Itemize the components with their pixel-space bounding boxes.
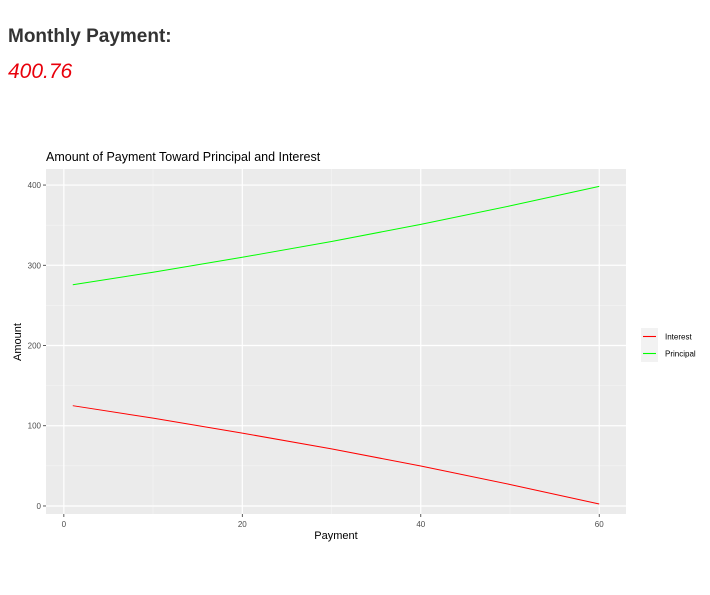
y-tick-label: 200 <box>28 342 42 351</box>
legend-label-interest: Interest <box>665 333 692 342</box>
legend: Interest Principal <box>641 328 696 362</box>
y-tick-label: 400 <box>28 181 42 190</box>
grid-major <box>46 169 626 514</box>
plot-panel <box>46 169 626 514</box>
y-tick-label: 300 <box>28 261 42 270</box>
y-axis: 0 100 200 300 400 <box>28 181 46 511</box>
x-tick-label: 0 <box>62 520 67 529</box>
y-tick-label: 0 <box>37 502 42 511</box>
x-tick-label: 40 <box>416 520 425 529</box>
monthly-payment-label: Monthly Payment: <box>8 26 172 47</box>
x-tick-label: 60 <box>595 520 604 529</box>
chart-title: Amount of Payment Toward Principal and I… <box>46 150 321 164</box>
series-lines <box>72 185 600 505</box>
monthly-payment-value: 400.76 <box>8 60 73 83</box>
series-line-principal <box>72 185 600 286</box>
legend-label-principal: Principal <box>665 350 696 359</box>
x-axis: 0 20 40 60 <box>62 514 604 529</box>
series-line-interest <box>72 405 600 505</box>
x-axis-label: Payment <box>314 530 357 542</box>
x-tick-label: 20 <box>238 520 247 529</box>
y-axis-label: Amount <box>12 323 24 361</box>
y-tick-label: 100 <box>28 422 42 431</box>
grid-minor <box>46 169 626 514</box>
